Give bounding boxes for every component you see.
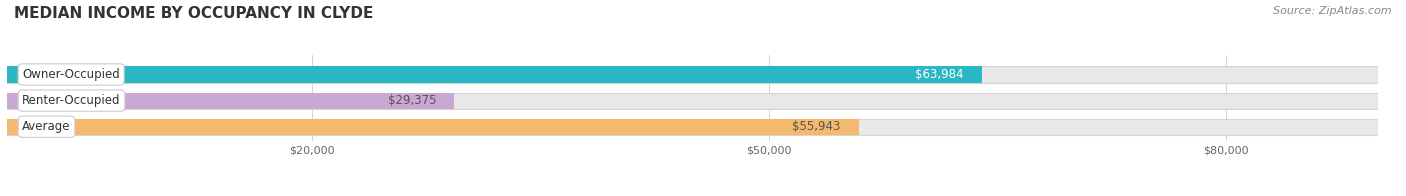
Text: $55,943: $55,943 (793, 120, 841, 133)
Text: Owner-Occupied: Owner-Occupied (22, 68, 120, 81)
Text: $63,984: $63,984 (915, 68, 963, 81)
Bar (7, 66, 1378, 83)
Bar (7, 119, 1378, 135)
Text: Average: Average (22, 120, 70, 133)
Bar (7, 66, 981, 83)
Bar (7, 119, 859, 135)
Text: Source: ZipAtlas.com: Source: ZipAtlas.com (1274, 6, 1392, 16)
Bar (7, 93, 454, 109)
Text: $29,375: $29,375 (388, 94, 436, 107)
Text: MEDIAN INCOME BY OCCUPANCY IN CLYDE: MEDIAN INCOME BY OCCUPANCY IN CLYDE (14, 6, 374, 21)
Text: Renter-Occupied: Renter-Occupied (22, 94, 121, 107)
Bar (7, 93, 1378, 109)
